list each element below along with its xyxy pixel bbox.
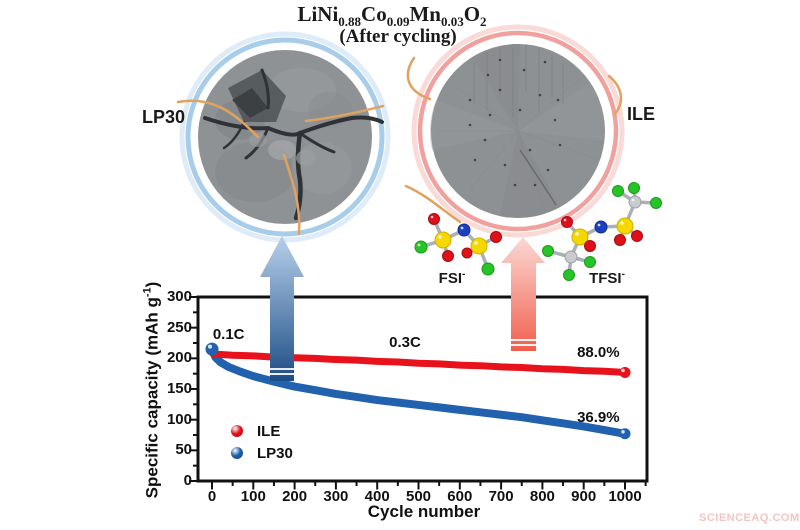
oxygen-atom [631,230,643,242]
legend-marker-lp30 [231,447,243,459]
x-tick-label: 700 [488,488,514,505]
figure-title-formula: LiNi0.88Co0.09Mn0.03O2 [297,2,487,30]
fluorine-atom [563,269,575,281]
x-tick-label: 600 [447,488,473,505]
oxygen-atom [428,213,440,225]
series-end-dot-ile [619,366,631,378]
chart-annotation-880: 88.0% [577,344,620,362]
lp30-ring [185,37,385,237]
legend-marker-ile [231,425,243,437]
sulfur-atom [470,237,488,255]
lp30-pointer-lines [176,99,385,236]
fluorine-atom [584,256,596,268]
oxygen-atom [490,231,502,243]
molecule-fsi [414,213,502,276]
molecule-tfsi [542,182,662,281]
arrow-lp30 [260,236,304,381]
oxygen-atom [614,234,626,246]
y-tick-label: 300 [166,288,192,305]
sem-image-lp30 [176,31,391,243]
chart-annotation-369: 36.9% [577,409,620,427]
nitrogen-atom [457,223,471,237]
x-tick-label: 1000 [608,488,642,505]
x-tick-label: 300 [323,488,349,505]
ile-speckles [468,58,562,187]
ile-image-label: ILE [627,104,656,124]
arrow-ile [501,237,545,351]
x-tick-label: 500 [405,488,432,505]
series-end-dot-lp30 [619,428,631,440]
ile-ring-halo [411,24,625,238]
tfsi-molecule-label: TFSI- [589,269,625,287]
fsi-pointer-line [404,184,462,224]
legend-label: ILE [257,422,281,440]
carbon-atom [564,250,578,264]
chart-legend: ILE LP30 [231,420,293,464]
series-line-lp30 [208,345,629,438]
fluorine-atom [612,185,624,197]
oxygen-atom [442,250,454,262]
axis-tick-marks [189,296,647,490]
x-tick-label: 0 [207,488,217,505]
y-tick-label: 100 [166,410,192,428]
x-tick-label: 200 [282,488,308,505]
x-tick-label: 800 [529,488,555,505]
lp30-initial-rate-dot [205,342,219,356]
nitrogen-atom [594,220,608,234]
legend-item-lp30: LP30 [231,442,293,464]
fluorine-atom [481,262,495,276]
x-tick-label: 100 [240,488,266,505]
legend-item-ile: ILE [231,420,293,442]
chart-annotation-01C: 0.1C [212,325,245,343]
chart-annotation-03C: 0.3C [389,333,421,351]
fluorine-atom [542,245,554,257]
sem-image-ile [406,24,625,238]
legend-label: LP30 [257,444,293,462]
watermark: SCIENCEAQ.COM [699,512,800,524]
figure-subtitle: (After cycling) [339,26,457,47]
y-tick-label: 150 [166,380,192,397]
y-tick-label: 250 [166,318,192,336]
lp30-image-label: LP30 [142,107,186,127]
oxygen-atom [584,240,596,252]
ile-striations [473,45,564,118]
ile-pointer-lines [406,56,623,116]
sulfur-atom [434,231,452,249]
y-tick-label: 200 [166,349,192,367]
fluorine-atom [414,240,428,254]
oxygen-atom [561,216,573,228]
fluorine-atom [628,182,640,194]
x-tick-label: 900 [571,488,597,505]
ile-ring [417,30,619,232]
carbon-atom [628,195,642,209]
lp30-ring-halo [179,31,391,243]
sulfur-atom [616,217,634,235]
fluorine-atom [650,197,662,209]
x-tick-label: 400 [364,488,390,505]
y-tick-label: 0 [183,472,192,489]
fsi-molecule-label: FSI- [438,269,466,287]
y-tick-label: 50 [175,441,192,459]
oxygen-atom [461,247,473,259]
x-axis-title: Cycle number [367,502,481,521]
